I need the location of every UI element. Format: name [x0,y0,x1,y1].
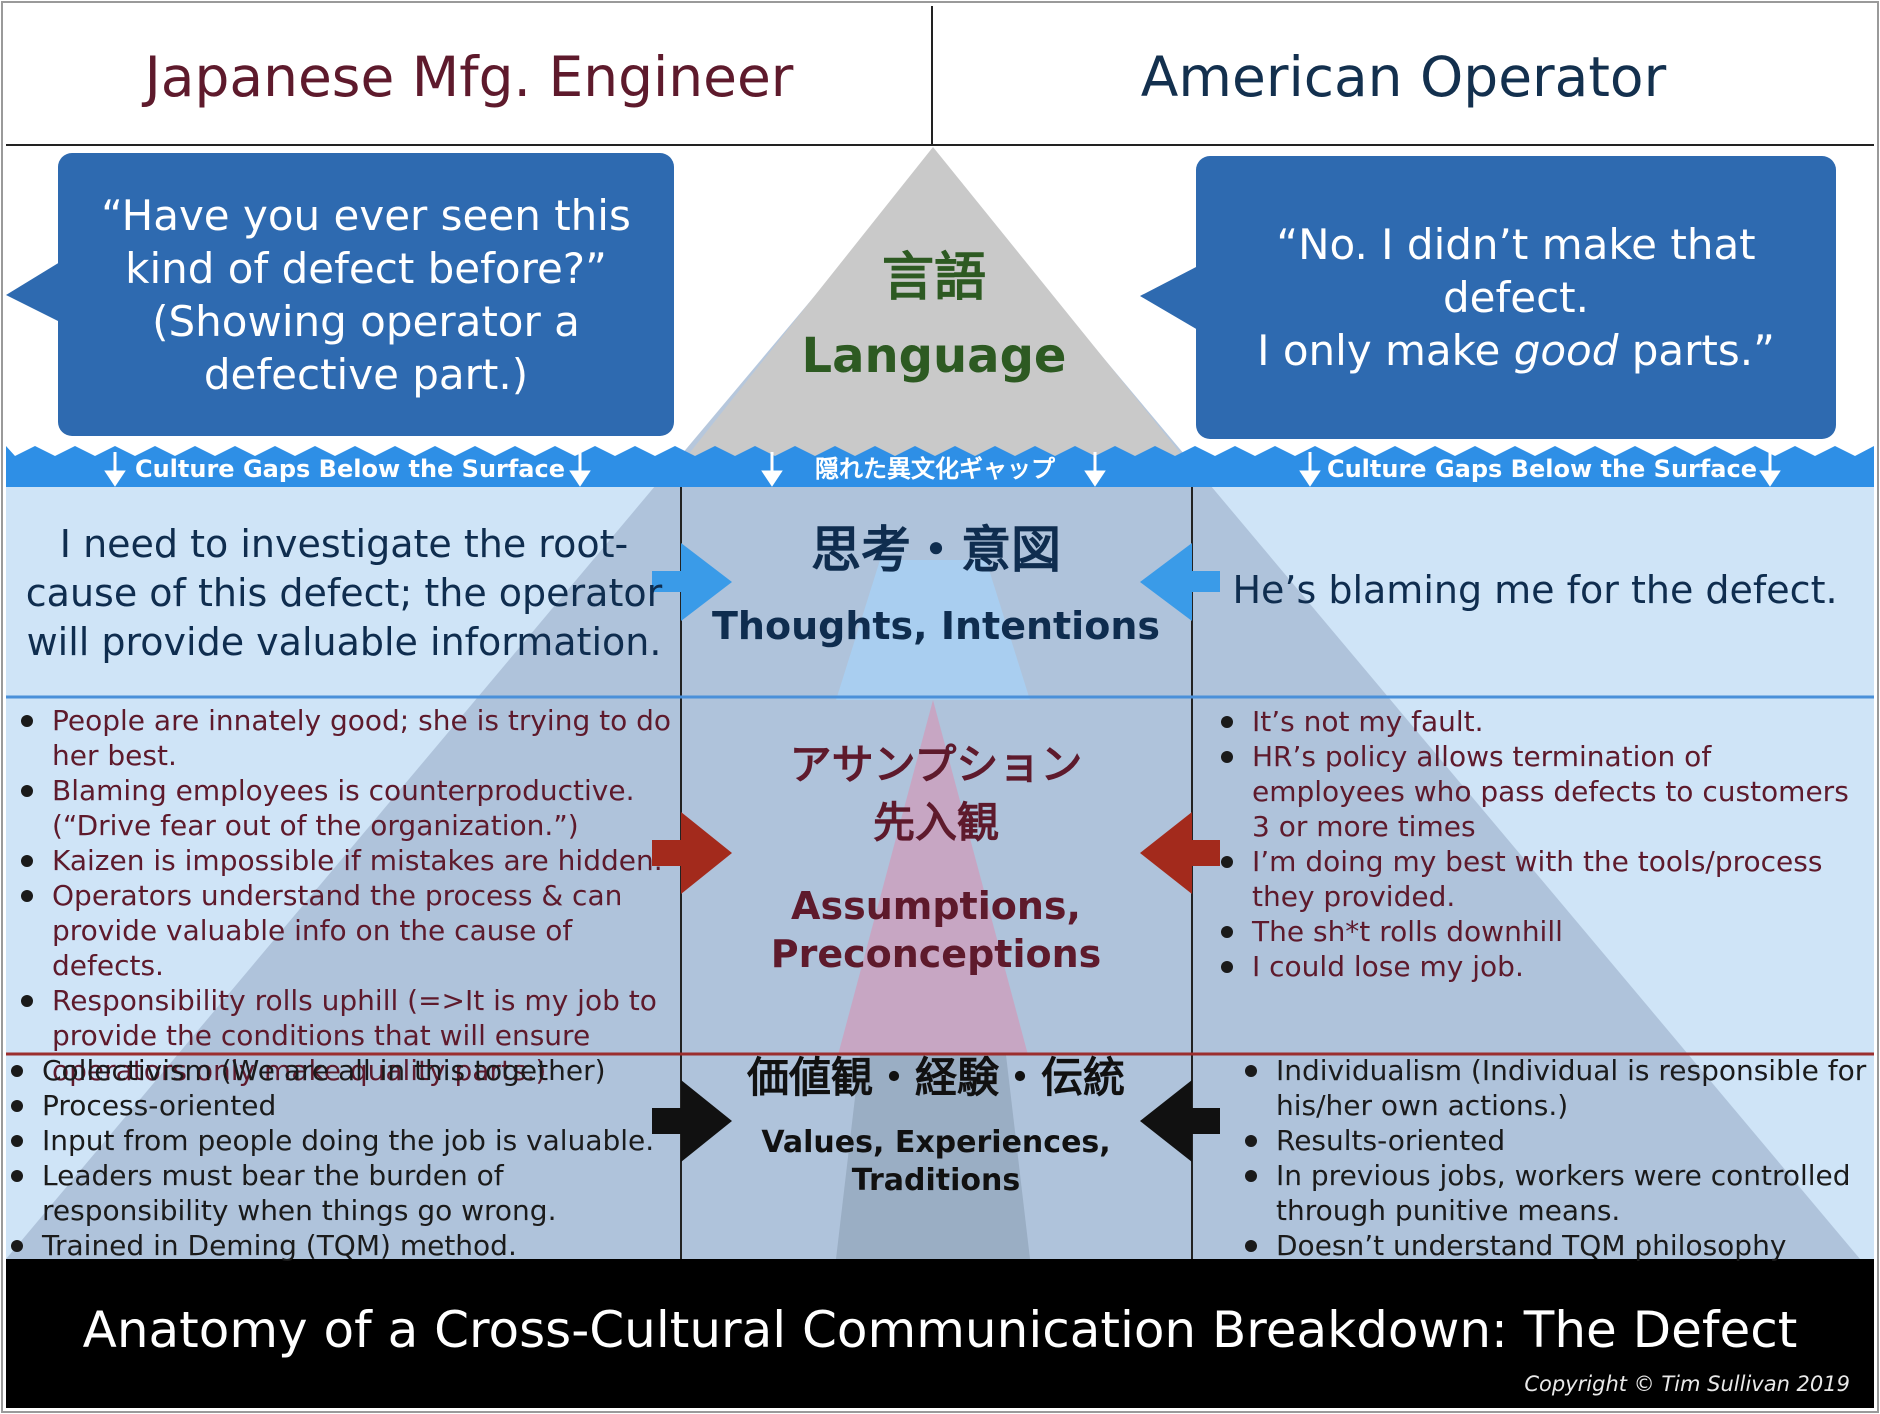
operator-quote-line2-post: parts.” [1618,326,1775,375]
assumptions-label-line2: Preconceptions [770,932,1102,976]
surface-wave-band [6,446,1874,487]
band-label-right: Culture Gaps Below the Surface [1326,455,1758,483]
assumptions-kanji-line2: 先入観 [872,798,999,847]
operator-assumptions-list: It’s not my fault. HR’s policy allows ter… [1212,704,1872,984]
operator-assumption-item: The sh*t rolls downhill [1212,914,1872,949]
assumptions-arrows [652,812,1220,894]
engineer-assumption-item: Blaming employees is counterproductive. … [12,773,676,843]
footer-bar [6,1259,1874,1408]
operator-quote-line2: I only make good parts.” [1257,324,1775,377]
down-arrows [104,452,1781,487]
operator-thought: He’s blaming me for the defect. [1232,568,1838,612]
operator-value-item: Doesn’t understand TQM philosophy [1236,1228,1872,1263]
values-arrows [652,1080,1220,1162]
engineer-value-item: Process-oriented [2,1088,678,1123]
assumptions-cone [838,700,1028,1055]
diagram-title: Anatomy of a Cross-Cultural Communicatio… [82,1301,1798,1359]
operator-value-item: Results-oriented [1236,1123,1872,1158]
copyright-notice: Copyright © Tim Sullivan 2019 [1524,1372,1850,1396]
language-label: Language [801,328,1067,384]
assumptions-label-line1: Assumptions, [791,884,1081,928]
values-label-line2: Traditions [851,1163,1021,1198]
thoughts-beam [836,560,1030,700]
operator-quote-line2-pre: I only make [1257,326,1514,375]
thoughts-kanji: 思考・意図 [811,521,1061,579]
operator-quote-emphasis: good [1513,326,1619,375]
thoughts-label: Thoughts, Intentions [712,604,1160,648]
engineer-header: Japanese Mfg. Engineer [144,45,794,109]
engineer-assumption-item: Operators understand the process & can p… [12,878,676,983]
engineer-thought: I need to investigate the root-cause of … [25,522,663,664]
operator-assumption-item: HR’s policy allows termination of employ… [1212,739,1872,844]
language-block: 言語 Language [784,246,1084,388]
operator-assumption-item: I could lose my job. [1212,949,1872,984]
engineer-quote: “Have you ever seen this kind of defect … [101,190,631,399]
thoughts-block: 思考・意図 Thoughts, Intentions [700,520,1172,650]
band-label-center: 隠れた異文化ギャップ [815,455,1055,483]
assumptions-block: アサンプション 先入観 Assumptions, Preconceptions [700,736,1172,978]
operator-value-item: In previous jobs, workers were controlle… [1236,1158,1872,1228]
engineer-assumptions-list: People are innately good; she is trying … [12,703,676,1088]
engineer-assumption-item: Kaizen is impossible if mistakes are hid… [12,843,676,878]
language-kanji: 言語 [881,248,986,308]
operator-values-list: Individualism (Individual is responsible… [1236,1053,1872,1263]
thoughts-arrows [652,543,1220,621]
values-label-line1: Values, Experiences, [761,1125,1111,1160]
left-speech-bubble [6,153,674,436]
operator-value-item: Individualism (Individual is responsible… [1236,1053,1872,1123]
iceberg-tip [684,147,1186,460]
operator-assumption-item: I’m doing my best with the tools/process… [1212,844,1872,914]
operator-assumption-item: It’s not my fault. [1212,704,1872,739]
band-label-left: Culture Gaps Below the Surface [134,455,566,483]
operator-quote-line1: “No. I didn’t make that defect. [1276,220,1756,322]
assumptions-kanji-line1: アサンプション [789,740,1083,789]
values-kanji: 価値観・経験・伝統 [746,1053,1125,1102]
engineer-value-item: Trained in Deming (TQM) method. [2,1228,678,1263]
values-column [836,1055,1030,1259]
engineer-assumption-item: Responsibility rolls uphill (=>It is my … [12,983,676,1088]
engineer-value-item: Input from people doing the job is valua… [2,1123,678,1158]
right-speech-bubble [1140,156,1836,439]
engineer-values-list: Collectivism (We are all in this togethe… [2,1053,678,1263]
engineer-value-item: Leaders must bear the burden of responsi… [2,1158,678,1228]
operator-header: American Operator [1140,45,1667,109]
engineer-assumption-item: People are innately good; she is trying … [12,703,676,773]
values-block: 価値観・経験・伝統 Values, Experiences, Tradition… [700,1050,1172,1200]
operator-quote: “No. I didn’t make that defect. I only m… [1200,160,1832,435]
engineer-value-item: Collectivism (We are all in this togethe… [2,1053,678,1088]
